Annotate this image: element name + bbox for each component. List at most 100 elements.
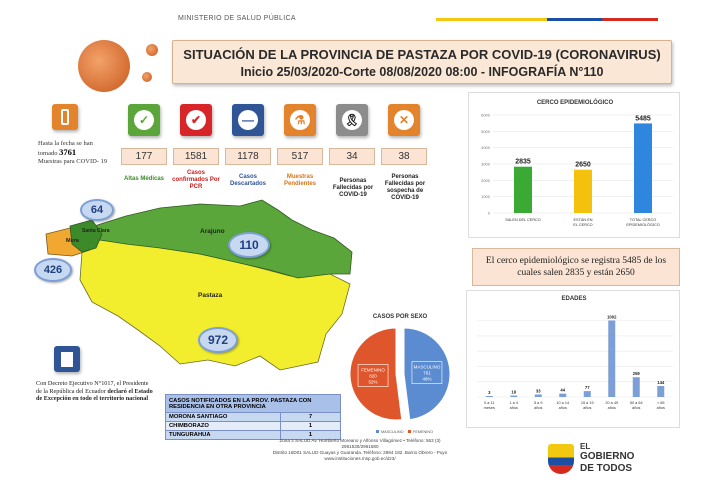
legend-swatch <box>408 430 411 433</box>
province-cell: CHIMBORAZO <box>165 421 281 431</box>
map-bubble-110: 110 <box>228 232 270 258</box>
samples-note: Hasta la fecha se han tomado 3761 Muestr… <box>38 140 110 166</box>
y-tick-label: 0 <box>488 211 491 216</box>
x-tick-label: años <box>510 406 518 410</box>
data-label: 44 <box>560 388 565 393</box>
bar <box>514 166 532 213</box>
persons-x-icon: ✕ <box>388 104 420 136</box>
bar <box>559 393 567 397</box>
x-tick-label: EPIDEMIOLÓGICO <box>626 222 659 227</box>
slice-value: 820 <box>369 373 377 378</box>
logo-text-2: GOBIERNO <box>580 451 635 462</box>
y-tick-label: 2000 <box>481 178 491 183</box>
stat-caption-descartados: Casos Descartados <box>229 174 267 187</box>
slice-label-box <box>411 361 443 384</box>
sample-pending-icon: ⚗ <box>284 104 316 136</box>
x-tick-label: TOTAL CERCO <box>630 218 657 222</box>
sex-chart-title: CASOS POR SEXO <box>372 314 428 320</box>
page-subtitle: Inicio 25/03/2020-Corte 08/08/2020 08:00… <box>240 65 604 79</box>
x-tick-label: ESTÁN EN <box>574 218 593 222</box>
x-tick-label: 50 a 64 <box>630 401 643 405</box>
table-row: MORONA SANTIAGO 7 <box>165 412 341 422</box>
slice-value: 761 <box>423 371 431 376</box>
bar <box>485 396 493 397</box>
map-bubble-972: 972 <box>198 327 238 353</box>
stat-value-altas: 177 <box>121 148 167 165</box>
x-tick-label: años <box>534 406 542 410</box>
bar <box>534 394 542 397</box>
legend-label: MASCULINO <box>381 430 404 434</box>
y-tick-label: 5000 <box>481 129 491 134</box>
x-tick-label: 1 a 4 <box>510 401 518 405</box>
data-label: 1002 <box>607 314 617 319</box>
slice-label-box <box>357 364 389 387</box>
stat-caption-fallecidos: Personas Fallecidas por COVID-19 <box>332 178 374 198</box>
medical-discharge-icon: ✓ <box>128 104 160 136</box>
cerco-info-box: El cerco epidemiológico se registra 5485… <box>472 248 680 286</box>
cases-table-header: CASOS NOTIFICADOS EN LA PROV. PASTAZA CO… <box>165 394 341 413</box>
data-label: 2650 <box>575 162 591 169</box>
government-logo: EL GOBIERNO DE TODOS <box>548 440 680 478</box>
title-banner: SITUACIÓN DE LA PROVINCIA DE PASTAZA POR… <box>172 40 672 84</box>
samples-prefix: Hasta la fecha se han tomado <box>38 140 93 157</box>
cerco-chart-title: CERCO EPIDEMIOLÓGICO <box>536 100 614 106</box>
footer-line: Distrito 16D01 SALUD Guayas y Guaranda. … <box>272 450 448 455</box>
check-icon: ✔ <box>180 104 212 136</box>
data-label: 259 <box>633 371 641 376</box>
stats-row: ✓ ✔ — ⚗ 🎗 ✕ 177 1581 1178 517 34 38 Alta… <box>118 104 438 214</box>
footer-line: www.instituciones.msp.gob.ec/dz3/ <box>324 456 396 461</box>
count-cell: 1 <box>280 421 341 431</box>
bar <box>632 377 640 397</box>
decree-bold: declaró el Estado de Excepción en todo e… <box>36 387 153 403</box>
x-tick-label: 0 a 11 <box>484 401 494 405</box>
legend-label: FEMENINO <box>413 430 433 434</box>
map-label-arajuno: Arajuno <box>200 228 225 235</box>
y-tick-label: 4000 <box>481 145 491 150</box>
map-label-santa-clara: Santa Clara <box>82 228 110 234</box>
map-bubble-426: 426 <box>34 258 72 282</box>
virus-icon <box>142 72 152 82</box>
map-region-arajuno <box>87 199 353 279</box>
cases-table: CASOS NOTIFICADOS EN LA PROV. PASTAZA CO… <box>165 394 341 440</box>
samples-suffix: Muestras para COVID- 19 <box>38 158 108 165</box>
legend-swatch <box>376 430 379 433</box>
bar <box>574 169 592 213</box>
bar <box>634 123 652 213</box>
slice-pct: 48% <box>422 377 431 382</box>
cerco-chart: 0 1000 2000 3000 4000 5000 6000 2835 SALEN DEL C… <box>481 113 673 227</box>
x-tick-label: 20 a 49 <box>605 401 618 405</box>
table-row: TUNGURAHUA 1 <box>165 430 341 440</box>
data-label: 144 <box>657 380 665 385</box>
y-tick-label: 6000 <box>481 113 491 118</box>
shield-icon <box>548 444 574 474</box>
ministry-name: MINISTERIO DE SALUD PÚBLICA <box>178 15 296 22</box>
bar <box>657 386 665 397</box>
stat-value-sospecha: 38 <box>381 148 427 165</box>
map-bubble-64: 64 <box>80 199 114 221</box>
x-tick-label: 15 a 19 <box>581 401 594 405</box>
stat-value-descartados: 1178 <box>225 148 271 165</box>
slice-label: FEMENINO <box>361 367 385 372</box>
x-tick-label: años <box>559 406 567 410</box>
x-tick-label: años <box>632 406 640 410</box>
stat-caption-altas: Altas Médicas <box>123 176 165 182</box>
virus-icon <box>146 44 158 56</box>
data-label: 19 <box>511 390 516 395</box>
data-label: 77 <box>585 385 590 390</box>
x-tick-label: meses <box>484 406 495 410</box>
document-icon <box>54 346 80 372</box>
stat-caption-confirmados: Casos confirmados Por PCR <box>172 170 220 190</box>
footer-contact: Zona 3 SALUD Av. Humberto Moreano y Alfo… <box>175 438 545 462</box>
y-tick-label: 3000 <box>481 162 491 167</box>
count-cell: 7 <box>280 412 341 422</box>
stat-value-pendientes: 517 <box>277 148 323 165</box>
x-tick-label: > 65 <box>657 401 665 405</box>
data-label: 2835 <box>515 159 531 166</box>
sample-tube-icon <box>52 104 78 130</box>
page-title: SITUACIÓN DE LA PROVINCIA DE PASTAZA POR… <box>183 47 661 62</box>
province-map: Arajuno Pastaza Mera Santa Clara <box>45 199 353 371</box>
data-label: 3 <box>488 390 491 395</box>
